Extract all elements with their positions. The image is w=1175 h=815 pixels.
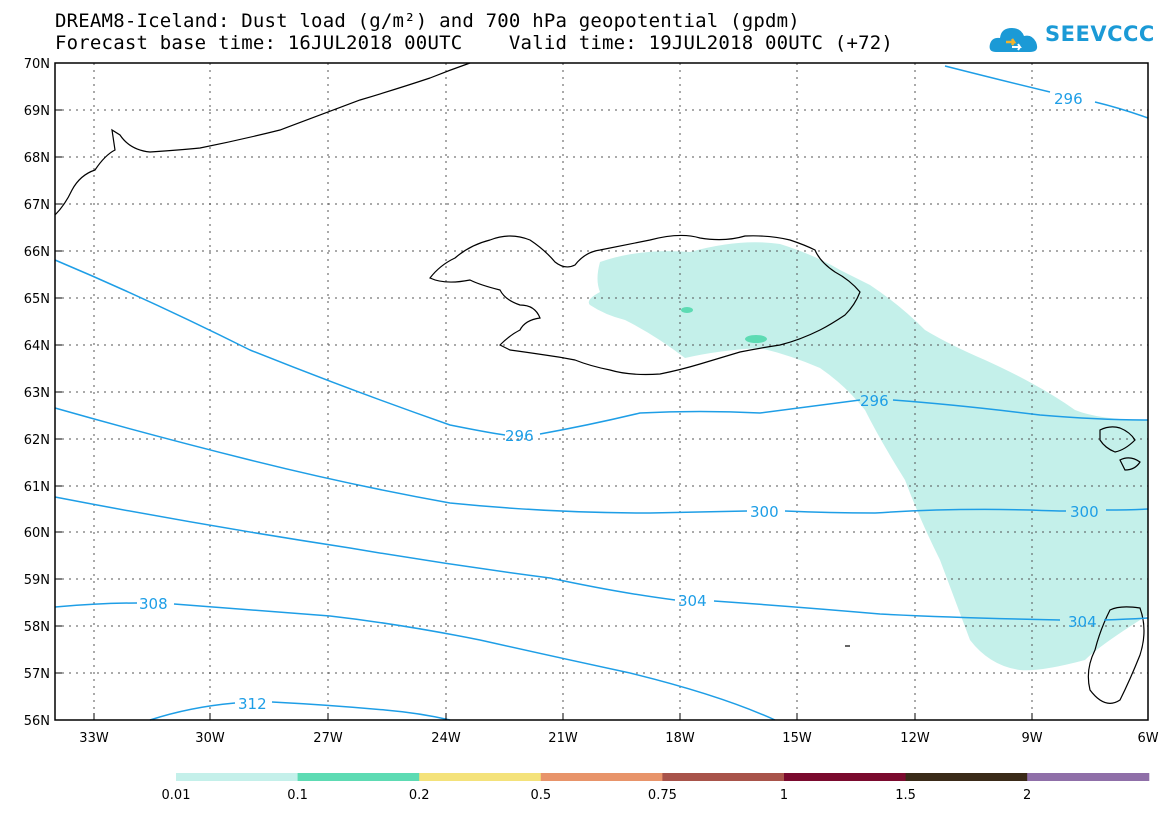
colorbar-swatch xyxy=(905,773,1028,781)
longitude-labels: 33W 30W 27W 24W 21W 18W 15W 12W 9W 6W xyxy=(79,731,1158,746)
lat-label: 59N xyxy=(24,573,50,588)
lon-label: 24W xyxy=(431,731,461,746)
lat-label: 67N xyxy=(24,198,50,213)
lat-label: 63N xyxy=(24,386,50,401)
contour-labels: 296 296 296 300 300 304 304 308 312 xyxy=(139,90,1099,713)
lon-label: 15W xyxy=(782,731,812,746)
colorbar: 0.01 0.1 0.2 0.5 0.75 1 1.5 2 xyxy=(162,773,1150,803)
map-subtitle-times: Forecast base time: 16JUL2018 00UTC Vali… xyxy=(55,32,894,54)
colorbar-swatch xyxy=(784,773,907,781)
contour-label: 296 xyxy=(1054,90,1083,108)
lon-label: 27W xyxy=(313,731,343,746)
colorbar-label: 0.2 xyxy=(409,788,430,803)
lat-label: 68N xyxy=(24,151,50,166)
lat-label: 62N xyxy=(24,433,50,448)
lon-label: 9W xyxy=(1021,731,1042,746)
lon-label: 30W xyxy=(195,731,225,746)
coastlines xyxy=(54,62,1145,704)
lat-label: 61N xyxy=(24,480,50,495)
colorbar-label: 0.1 xyxy=(287,788,308,803)
contour-label: 296 xyxy=(860,392,889,410)
lat-label: 66N xyxy=(24,245,50,260)
geopotential-contours xyxy=(54,65,1149,721)
dust-patch xyxy=(681,307,693,313)
contour-label: 300 xyxy=(1070,503,1099,521)
lat-label: 58N xyxy=(24,620,50,635)
axis-ticks xyxy=(55,62,1149,721)
lon-label: 6W xyxy=(1137,731,1158,746)
map-title: DREAM8-Iceland: Dust load (g/m²) and 700… xyxy=(55,10,800,32)
colorbar-swatch xyxy=(176,773,299,781)
lat-label: 60N xyxy=(24,526,50,541)
lat-label: 56N xyxy=(24,714,50,729)
lon-label: 12W xyxy=(900,731,930,746)
colorbar-label: 2 xyxy=(1023,788,1031,803)
contour-label: 296 xyxy=(505,427,534,445)
cloud-icon xyxy=(989,28,1038,52)
contour-label: 308 xyxy=(139,595,168,613)
lat-label: 70N xyxy=(24,57,50,72)
dust-load-shading xyxy=(588,242,1148,671)
lat-label: 57N xyxy=(24,667,50,682)
lat-label: 64N xyxy=(24,339,50,354)
colorbar-label: 1 xyxy=(780,788,788,803)
logo-text: SEEVCCC xyxy=(1045,22,1155,46)
colorbar-swatch xyxy=(540,773,663,781)
lon-label: 18W xyxy=(665,731,695,746)
lon-label: 33W xyxy=(79,731,109,746)
colorbar-label: 0.75 xyxy=(648,788,677,803)
colorbar-swatch xyxy=(419,773,542,781)
lat-label: 65N xyxy=(24,292,50,307)
contour-label: 304 xyxy=(1068,613,1097,631)
colorbar-swatch xyxy=(1027,773,1150,781)
lat-label: 69N xyxy=(24,104,50,119)
graticule xyxy=(55,63,1148,720)
colorbar-label: 0.01 xyxy=(162,788,191,803)
contour-label: 300 xyxy=(750,503,779,521)
latitude-labels: 70N 69N 68N 67N 66N 65N 64N 63N 62N 61N … xyxy=(24,57,50,729)
contour-label: 312 xyxy=(238,695,267,713)
colorbar-swatch xyxy=(297,773,420,781)
dust-patch xyxy=(745,335,767,343)
contour-label: 304 xyxy=(678,592,707,610)
lon-label: 21W xyxy=(548,731,578,746)
colorbar-label: 0.5 xyxy=(530,788,551,803)
colorbar-swatch xyxy=(662,773,785,781)
colorbar-label: 1.5 xyxy=(895,788,916,803)
